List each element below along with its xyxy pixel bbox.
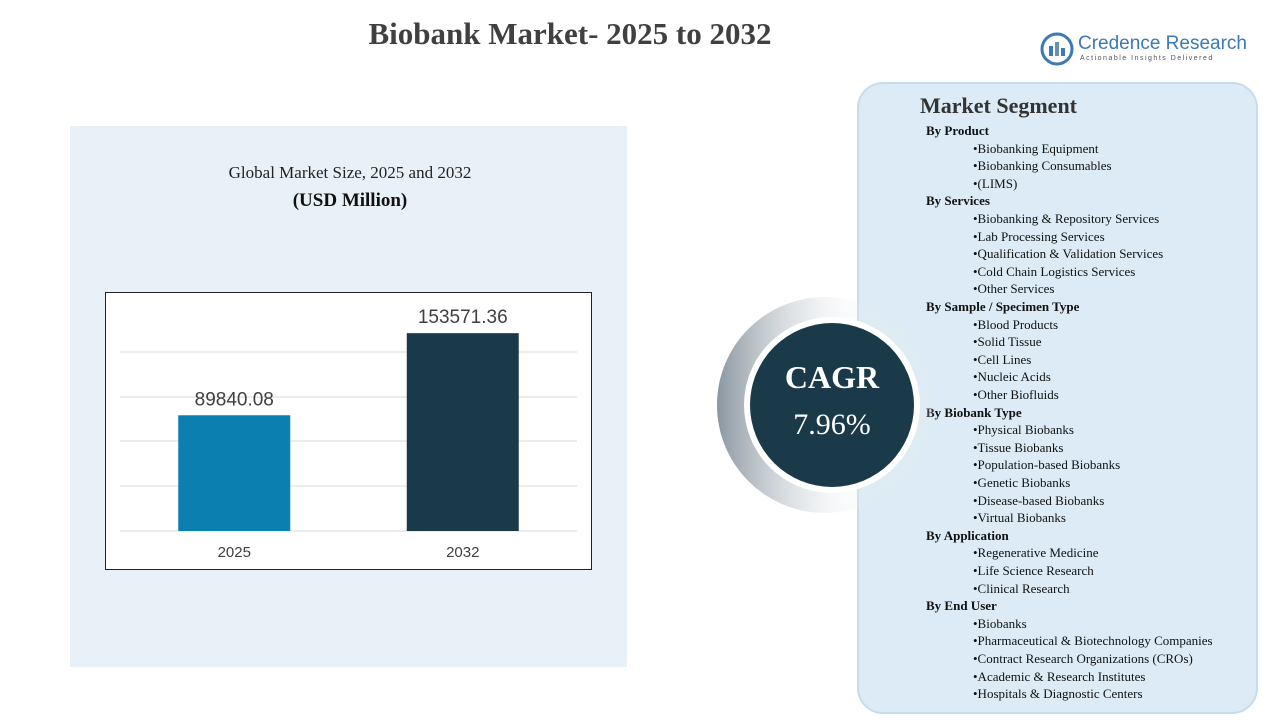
segment-panel [857, 82, 1258, 714]
segment-item: •Qualification & Validation Services [973, 246, 1164, 262]
segment-item: •Solid Tissue [973, 334, 1042, 350]
segment-item: •Academic & Research Institutes [973, 668, 1146, 684]
segment-heading: By Biobank Type [926, 404, 1022, 420]
segment-title: Market Segment [920, 93, 1078, 118]
logo-tagline: Actionable Insights Delivered [1080, 55, 1214, 62]
segment-heading: By Sample / Specimen Type [926, 299, 1080, 314]
x-tick-label: 2025 [218, 544, 251, 561]
segment-item: •Cell Lines [973, 351, 1032, 367]
logo-name: Credence Research [1078, 33, 1247, 54]
bar [406, 333, 519, 531]
segment-item: •Population-based Biobanks [973, 457, 1121, 473]
cagr-badge: CAGR 7.96% [717, 297, 933, 513]
segment-item: •Life Science Research [973, 563, 1094, 578]
segment-item: •Lab Processing Services [973, 228, 1105, 244]
segment-item: •Pharmaceutical & Biotechnology Companie… [973, 633, 1213, 649]
segment-item: •Virtual Biobanks [973, 510, 1066, 526]
segment-item: •Blood Products [973, 316, 1059, 332]
cagr-value: 7.96% [793, 408, 871, 441]
segment-item: •Biobanking Equipment [973, 140, 1099, 156]
segment-item: •Biobanks [973, 615, 1027, 631]
chart-subtitle: (USD Million) [292, 190, 408, 211]
segment-item: •Biobanking Consumables [973, 158, 1112, 174]
segment-item: •Genetic Biobanks [973, 475, 1071, 490]
segment-item: •Physical Biobanks [973, 422, 1074, 438]
segment-item: •Hospitals & Diagnostic Centers [973, 686, 1143, 702]
logo-icon [1040, 32, 1074, 66]
segment-heading: By Application [926, 527, 1009, 543]
chart-title: Global Market Size, 2025 and 2032 [228, 163, 472, 182]
segment-item: •(LIMS) [973, 175, 1018, 191]
x-tick-label: 2032 [446, 544, 479, 561]
bar [178, 415, 291, 531]
cagr-label: CAGR [785, 359, 880, 395]
segment-item: •Other Services [973, 281, 1055, 297]
segment-heading: By Services [926, 193, 990, 209]
value-label: 89840.08 [195, 389, 274, 410]
segment-item: •Disease-based Biobanks [973, 492, 1105, 508]
segment-item: •Tissue Biobanks [973, 439, 1064, 455]
segment-heading: By Product [926, 123, 989, 138]
segment-item: •Regenerative Medicine [973, 545, 1099, 561]
segment-item: •Clinical Research [973, 580, 1070, 596]
page-title: Biobank Market- 2025 to 2032 [368, 16, 772, 51]
segment-item: •Other Biofluids [973, 387, 1059, 402]
segment-heading: By End User [926, 598, 997, 614]
value-label: 153571.36 [418, 307, 508, 328]
segment-item: •Biobanking & Repository Services [973, 211, 1160, 226]
segment-item: •Contract Research Organizations (CROs) [973, 651, 1193, 666]
segment-item: •Nucleic Acids [973, 369, 1051, 385]
bar-chart: 2025 89840.08 2032 153571.36 [105, 292, 592, 570]
segment-item: •Cold Chain Logistics Services [973, 263, 1136, 279]
